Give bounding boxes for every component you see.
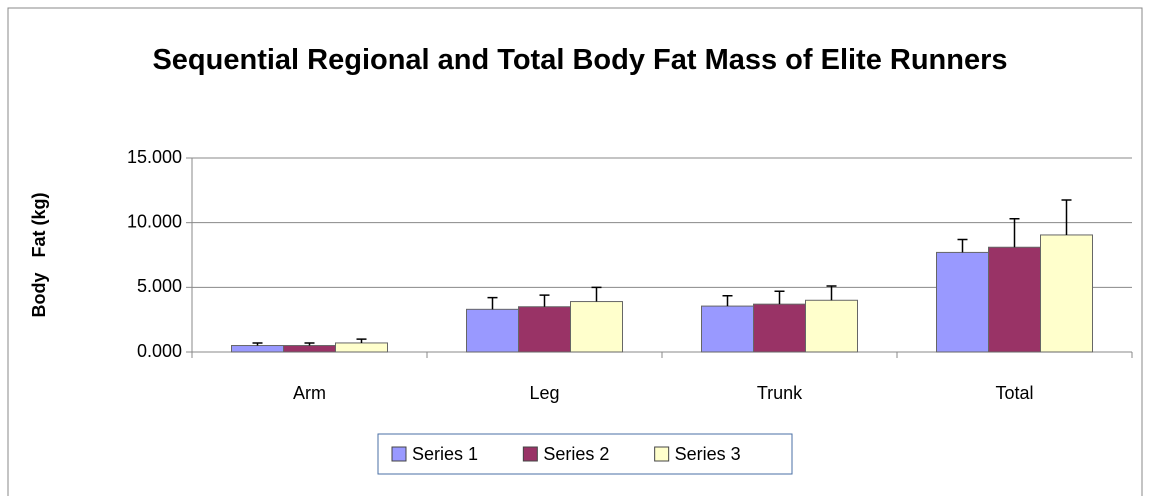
y-axis-label: Body Fat (kg) [29,192,49,317]
error-bar [957,238,968,253]
bar [988,246,1041,353]
y-tick-label: 0.000 [137,341,182,361]
legend-label: Series 3 [675,444,741,464]
bar [466,308,519,353]
bar [805,299,858,353]
chart-border [7,7,1143,496]
error-bar [1009,218,1020,248]
x-tick-label: Arm [293,383,326,403]
error-bar [356,338,367,343]
x-tick-label: Leg [529,383,559,403]
error-bar [774,290,785,305]
legend-swatch [391,446,407,462]
bar [701,305,754,353]
bar [518,306,571,353]
chart-title: Sequential Regional and Total Body Fat M… [152,44,1008,76]
bar [936,251,989,353]
y-tick-label: 5.000 [137,276,182,296]
bar [231,345,284,353]
bar [335,342,388,353]
bar [1040,234,1093,353]
y-tick-label: 10.000 [127,211,182,231]
error-bar [591,286,602,302]
legend-swatch [654,446,670,462]
error-bar [826,285,837,301]
legend-label: Series 2 [543,444,609,464]
error-bar [722,294,733,307]
legend-label: Series 1 [412,444,478,464]
legend-box [377,433,793,475]
error-bar [487,296,498,310]
error-bar [304,342,315,346]
x-tick-label: Total [995,383,1033,403]
bar [570,301,623,353]
error-bar [1061,199,1072,235]
y-tick-label: 15.000 [127,147,182,167]
error-bar [252,342,263,346]
legend-swatch [522,446,538,462]
bar [283,345,336,353]
error-bar [539,294,550,307]
bar [753,303,806,353]
x-tick-label: Trunk [757,383,803,403]
